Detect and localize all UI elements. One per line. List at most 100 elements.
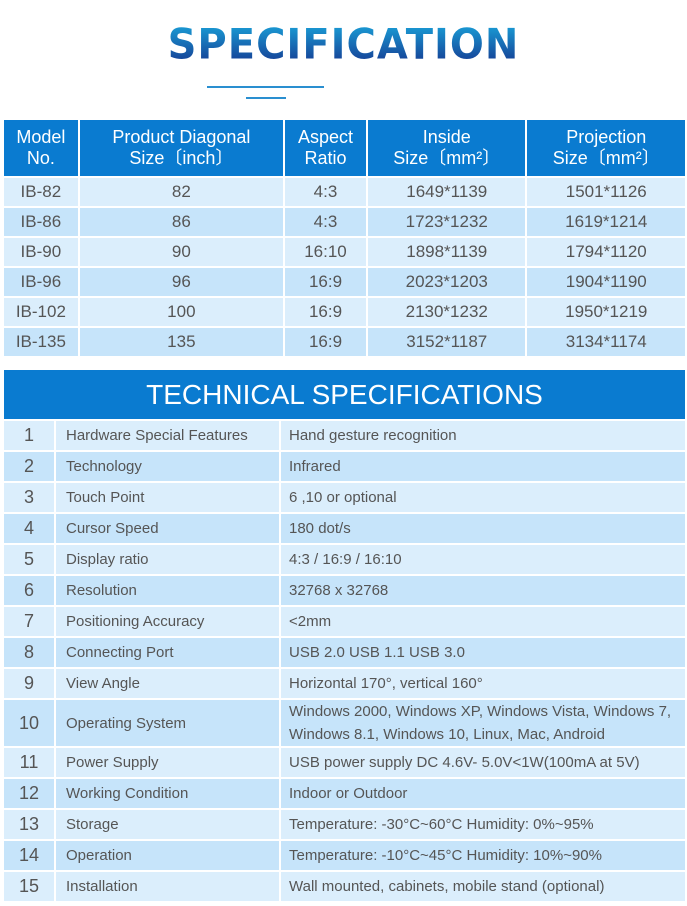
column-header-line: Size〔inch〕 [129,148,234,168]
column-header-line: Product Diagonal [112,127,251,147]
spec-row: 12 Working Condition Indoor or Outdoor [4,779,685,808]
table-cell: IB-96 [4,268,78,296]
spec-number: 10 [4,700,54,746]
table-cell: 2130*1232 [368,298,526,326]
table-row: IB-102 100 16:9 2130*1232 1950*1219 [4,298,685,326]
table-cell: IB-82 [4,178,78,206]
table-cell: 1619*1214 [527,208,685,236]
column-header-line: No. [26,148,55,168]
table-cell: IB-86 [4,208,78,236]
spec-number: 1 [4,421,54,450]
spec-label: Technology [56,452,279,481]
column-header: Model No. [4,120,78,176]
column-header: Product Diagonal Size〔inch〕 [79,120,283,176]
table-row: IB-90 90 16:10 1898*1139 1794*1120 [4,238,685,266]
spec-label: Cursor Speed [56,514,279,543]
table-row: IB-82 82 4:3 1649*1139 1501*1126 [4,178,685,206]
spec-value: 32768 x 32768 [281,576,685,605]
spec-number: 15 [4,872,54,901]
spec-value: Indoor or Outdoor [281,779,685,808]
spec-label: Working Condition [56,779,279,808]
size-table-header: Model No. Product Diagonal Size〔inch〕 Aspect… [4,120,685,176]
spec-label: Installation [56,872,279,901]
spec-value: Infrared [281,452,685,481]
spec-number: 9 [4,669,54,698]
table-cell: 1950*1219 [527,298,685,326]
table-cell: 3152*1187 [368,328,526,356]
spec-number: 8 [4,638,54,667]
spec-value: Temperature: -10°C~45°C Humidity: 10%~90… [281,841,685,870]
table-cell: 2023*1203 [368,268,526,296]
table-cell: 1898*1139 [368,238,526,266]
spec-value: Horizontal 170°, vertical 160° [281,669,685,698]
spec-value: Windows 2000, Windows XP, Windows Vista,… [281,700,685,746]
spec-row: 3 Touch Point 6 ,10 or optional [4,483,685,512]
spec-number: 6 [4,576,54,605]
spec-number: 2 [4,452,54,481]
table-cell: 90 [79,238,283,266]
spec-number: 4 [4,514,54,543]
spec-row: 10 Operating System Windows 2000, Windows … [4,700,685,746]
table-cell: 135 [79,328,283,356]
table-cell: 4:3 [285,178,366,206]
table-cell: IB-102 [4,298,78,326]
spec-row: 8 Connecting Port USB 2.0 USB 1.1 USB 3.0 [4,638,685,667]
spec-value: 6 ,10 or optional [281,483,685,512]
column-header-line: Size〔mm²〕 [552,148,660,168]
spec-row: 15 Installation Wall mounted, cabinets, mo… [4,872,685,901]
spec-number: 12 [4,779,54,808]
table-cell: 4:3 [285,208,366,236]
table-cell: 16:9 [285,328,366,356]
table-cell: 3134*1174 [527,328,685,356]
spec-value: 180 dot/s [281,514,685,543]
title-divider-short [246,97,286,99]
spec-number: 7 [4,607,54,636]
table-cell: 16:10 [285,238,366,266]
spec-label: Positioning Accuracy [56,607,279,636]
spec-row: 5 Display ratio 4:3 / 16:9 / 16:10 [4,545,685,574]
column-header: Aspect Ratio [285,120,366,176]
spec-row: 14 Operation Temperature: -10°C~45°C Humid… [4,841,685,870]
spec-row: 4 Cursor Speed 180 dot/s [4,514,685,543]
spec-value: 4:3 / 16:9 / 16:10 [281,545,685,574]
table-cell: 1794*1120 [527,238,685,266]
spec-label: Storage [56,810,279,839]
spec-row: 9 View Angle Horizontal 170°, vertical 16… [4,669,685,698]
spec-label: Hardware Special Features [56,421,279,450]
column-header-line: Aspect [297,127,354,147]
table-cell: 16:9 [285,268,366,296]
table-cell: 82 [79,178,283,206]
spec-row: 1 Hardware Special Features Hand gesture r… [4,421,685,450]
tech-spec-table: TECHNICAL SPECIFICATIONS 1 Hardware Speci… [2,368,687,903]
spec-number: 3 [4,483,54,512]
spec-value: USB 2.0 USB 1.1 USB 3.0 [281,638,685,667]
table-cell: 1501*1126 [527,178,685,206]
tech-spec-title: TECHNICAL SPECIFICATIONS [4,370,685,419]
spec-number: 14 [4,841,54,870]
column-header-line: Model [16,127,66,147]
spec-row: 13 Storage Temperature: -30°C~60°C Humidit… [4,810,685,839]
table-cell: IB-90 [4,238,78,266]
spec-label: Operation [56,841,279,870]
spec-value: <2mm [281,607,685,636]
spec-label: Resolution [56,576,279,605]
spec-label: Display ratio [56,545,279,574]
column-header: Inside Size〔mm²〕 [368,120,526,176]
column-header-line: Ratio [304,148,347,168]
table-cell: 86 [79,208,283,236]
spec-value: USB power supply DC 4.6V- 5.0V<1W(100mA … [281,748,685,777]
table-cell: 96 [79,268,283,296]
table-cell: IB-135 [4,328,78,356]
spec-label: Connecting Port [56,638,279,667]
spec-row: 7 Positioning Accuracy <2mm [4,607,685,636]
spec-value: Hand gesture recognition [281,421,685,450]
size-table: Model No. Product Diagonal Size〔inch〕 Aspect… [2,118,687,358]
spec-label: Touch Point [56,483,279,512]
spec-value: Wall mounted, cabinets, mobile stand (op… [281,872,685,901]
table-row: IB-86 86 4:3 1723*1232 1619*1214 [4,208,685,236]
spec-row: 11 Power Supply USB power supply DC 4.6V- … [4,748,685,777]
table-cell: 100 [79,298,283,326]
table-cell: 16:9 [285,298,366,326]
column-header: Projection Size〔mm²〕 [527,120,685,176]
spec-row: 6 Resolution 32768 x 32768 [4,576,685,605]
